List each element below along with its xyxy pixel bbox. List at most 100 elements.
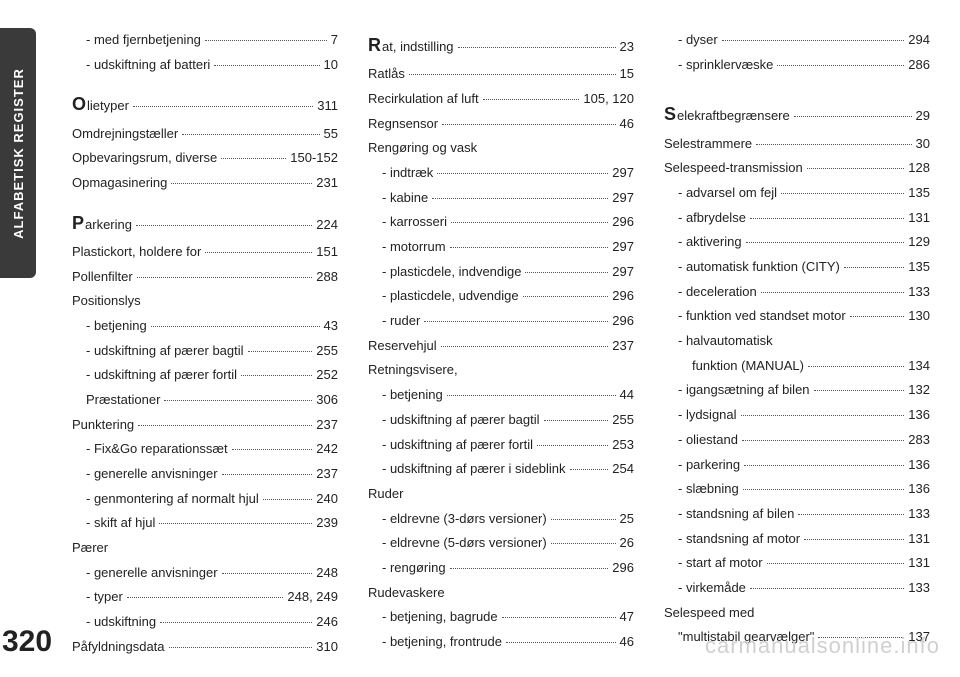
index-entry-label: Omdrejningstæller [72,122,178,147]
index-entry-page: 131 [908,206,930,231]
leader-dots [794,116,912,117]
index-entry-text: lietyper [87,98,129,113]
index-entry-page: 252 [316,363,338,388]
leader-dots [263,499,313,500]
leader-dots [432,198,608,199]
index-entry-page: 237 [316,462,338,487]
index-entry-text: - udskiftning af pærer bagtil [382,412,540,427]
index-entry-label: - afbrydelse [678,206,746,231]
index-entry-label: - funktion ved standset motor [678,304,846,329]
index-entry-page: 237 [316,413,338,438]
index-entry: - dyser294 [664,28,930,53]
index-entry-page: 130 [908,304,930,329]
index-entry: - afbrydelse 131 [664,206,930,231]
leader-dots [248,351,313,352]
leader-dots [241,375,312,376]
index-entry-label: - genmontering af normalt hjul [86,487,259,512]
index-entry-text: Positionslys [72,293,141,308]
index-entry-text: Ruder [368,486,403,501]
leader-dots [159,523,312,524]
leader-dots [844,267,904,268]
index-entry-label: Reservehjul [368,334,437,359]
index-entry-text: Opbevaringsrum, diverse [72,150,217,165]
index-entry-text: - ruder [382,313,420,328]
index-entry: - virkemåde133 [664,576,930,601]
index-entry-label: - rengøring [382,556,446,581]
index-entry-page: 136 [908,403,930,428]
index-entry: Rudevaskere [368,581,634,606]
index-entry-page: 150-152 [290,146,338,171]
index-entry-label: - generelle anvisninger [86,561,218,586]
index-entry: - eldrevne (3-dørs versioner)25 [368,507,634,532]
index-entry-text: - igangsætning af bilen [678,382,810,397]
index-entry-label: - Fix&Go reparationssæt [86,437,228,462]
index-entry-label: Opmagasinering [72,171,167,196]
leader-dots [458,47,616,48]
index-entry: - plasticdele, indvendige297 [368,260,634,285]
index-entry-page: 135 [908,181,930,206]
index-entry: - eldrevne (5-dørs versioner)26 [368,531,634,556]
leader-dots [525,272,608,273]
index-entry-page: 239 [316,511,338,536]
leader-dots [127,597,284,598]
index-entry-label: - generelle anvisninger [86,462,218,487]
leader-dots [232,449,313,450]
index-entry: Ruder [368,482,634,507]
leader-dots [137,277,313,278]
index-entry-page: 297 [612,186,634,211]
leader-dots [551,543,616,544]
leader-dots [138,425,312,426]
index-entry-text: - kabine [382,190,428,205]
index-entry-text: elekraftbegrænsere [677,108,790,123]
index-entry-text: Opmagasinering [72,175,167,190]
page-number: 320 [2,625,52,659]
index-entry: - standsning af bilen133 [664,502,930,527]
index-entry-label: Retningsvisere, [368,358,458,383]
leader-dots [133,106,313,107]
index-entry-page: 136 [908,453,930,478]
index-entry-label: - indtræk [382,161,433,186]
index-entry-text: - afbrydelse [678,210,746,225]
index-entry-page: 231 [316,171,338,196]
index-entry-text: - deceleration [678,284,757,299]
index-entry-text: Recirkulation af luft [368,91,479,106]
leader-dots [450,247,609,248]
index-entry: - med fjernbetjening7 [72,28,338,53]
index-entry: - ruder296 [368,309,634,334]
index-entry-text: - betjening, frontrude [382,634,502,649]
index-entry-label: - udskiftning af pærer fortil [382,433,533,458]
index-entry-text: Omdrejningstæller [72,126,178,141]
index-entry: - udskiftning af batteri10 [72,53,338,78]
index-entry-page: 297 [612,235,634,260]
leader-dots [451,222,608,223]
index-entry-label: - kabine [382,186,428,211]
leader-dots [722,40,905,41]
index-entry-page: 132 [908,378,930,403]
index-entry-label: Pollenfilter [72,265,133,290]
index-entry-text: - udskiftning [86,614,156,629]
index-entry-page: 237 [612,334,634,359]
index-entry-text: - plasticdele, indvendige [382,264,521,279]
index-entry: - deceleration133 [664,280,930,305]
index-entry-label: - eldrevne (3-dørs versioner) [382,507,547,532]
index-entry-label: - udskiftning af pærer bagtil [86,339,244,364]
index-entry-page: 129 [908,230,930,255]
index-entry-label: - betjening, bagrude [382,605,498,630]
leader-dots [205,40,327,41]
index-entry-page: 26 [620,531,634,556]
index-entry-text: - motorrum [382,239,446,254]
index-entry: Rat, indstilling23 [368,28,634,62]
index-entry-text: - halvautomatisk [678,333,773,348]
index-entry-text: Regnsensor [368,116,438,131]
index-entry-text: - sprinklervæske [678,57,773,72]
leader-dots [741,415,905,416]
index-entry-page: 286 [908,53,930,78]
index-entry-text: - udskiftning af pærer i sideblink [382,461,566,476]
index-entry-text: - generelle anvisninger [86,565,218,580]
index-entry: - lydsignal136 [664,403,930,428]
index-entry: - betjening44 [368,383,634,408]
index-entry-page: 133 [908,576,930,601]
index-entry: - slæbning136 [664,477,930,502]
index-entry-label: - skift af hjul [86,511,155,536]
index-entry: - generelle anvisninger 237 [72,462,338,487]
